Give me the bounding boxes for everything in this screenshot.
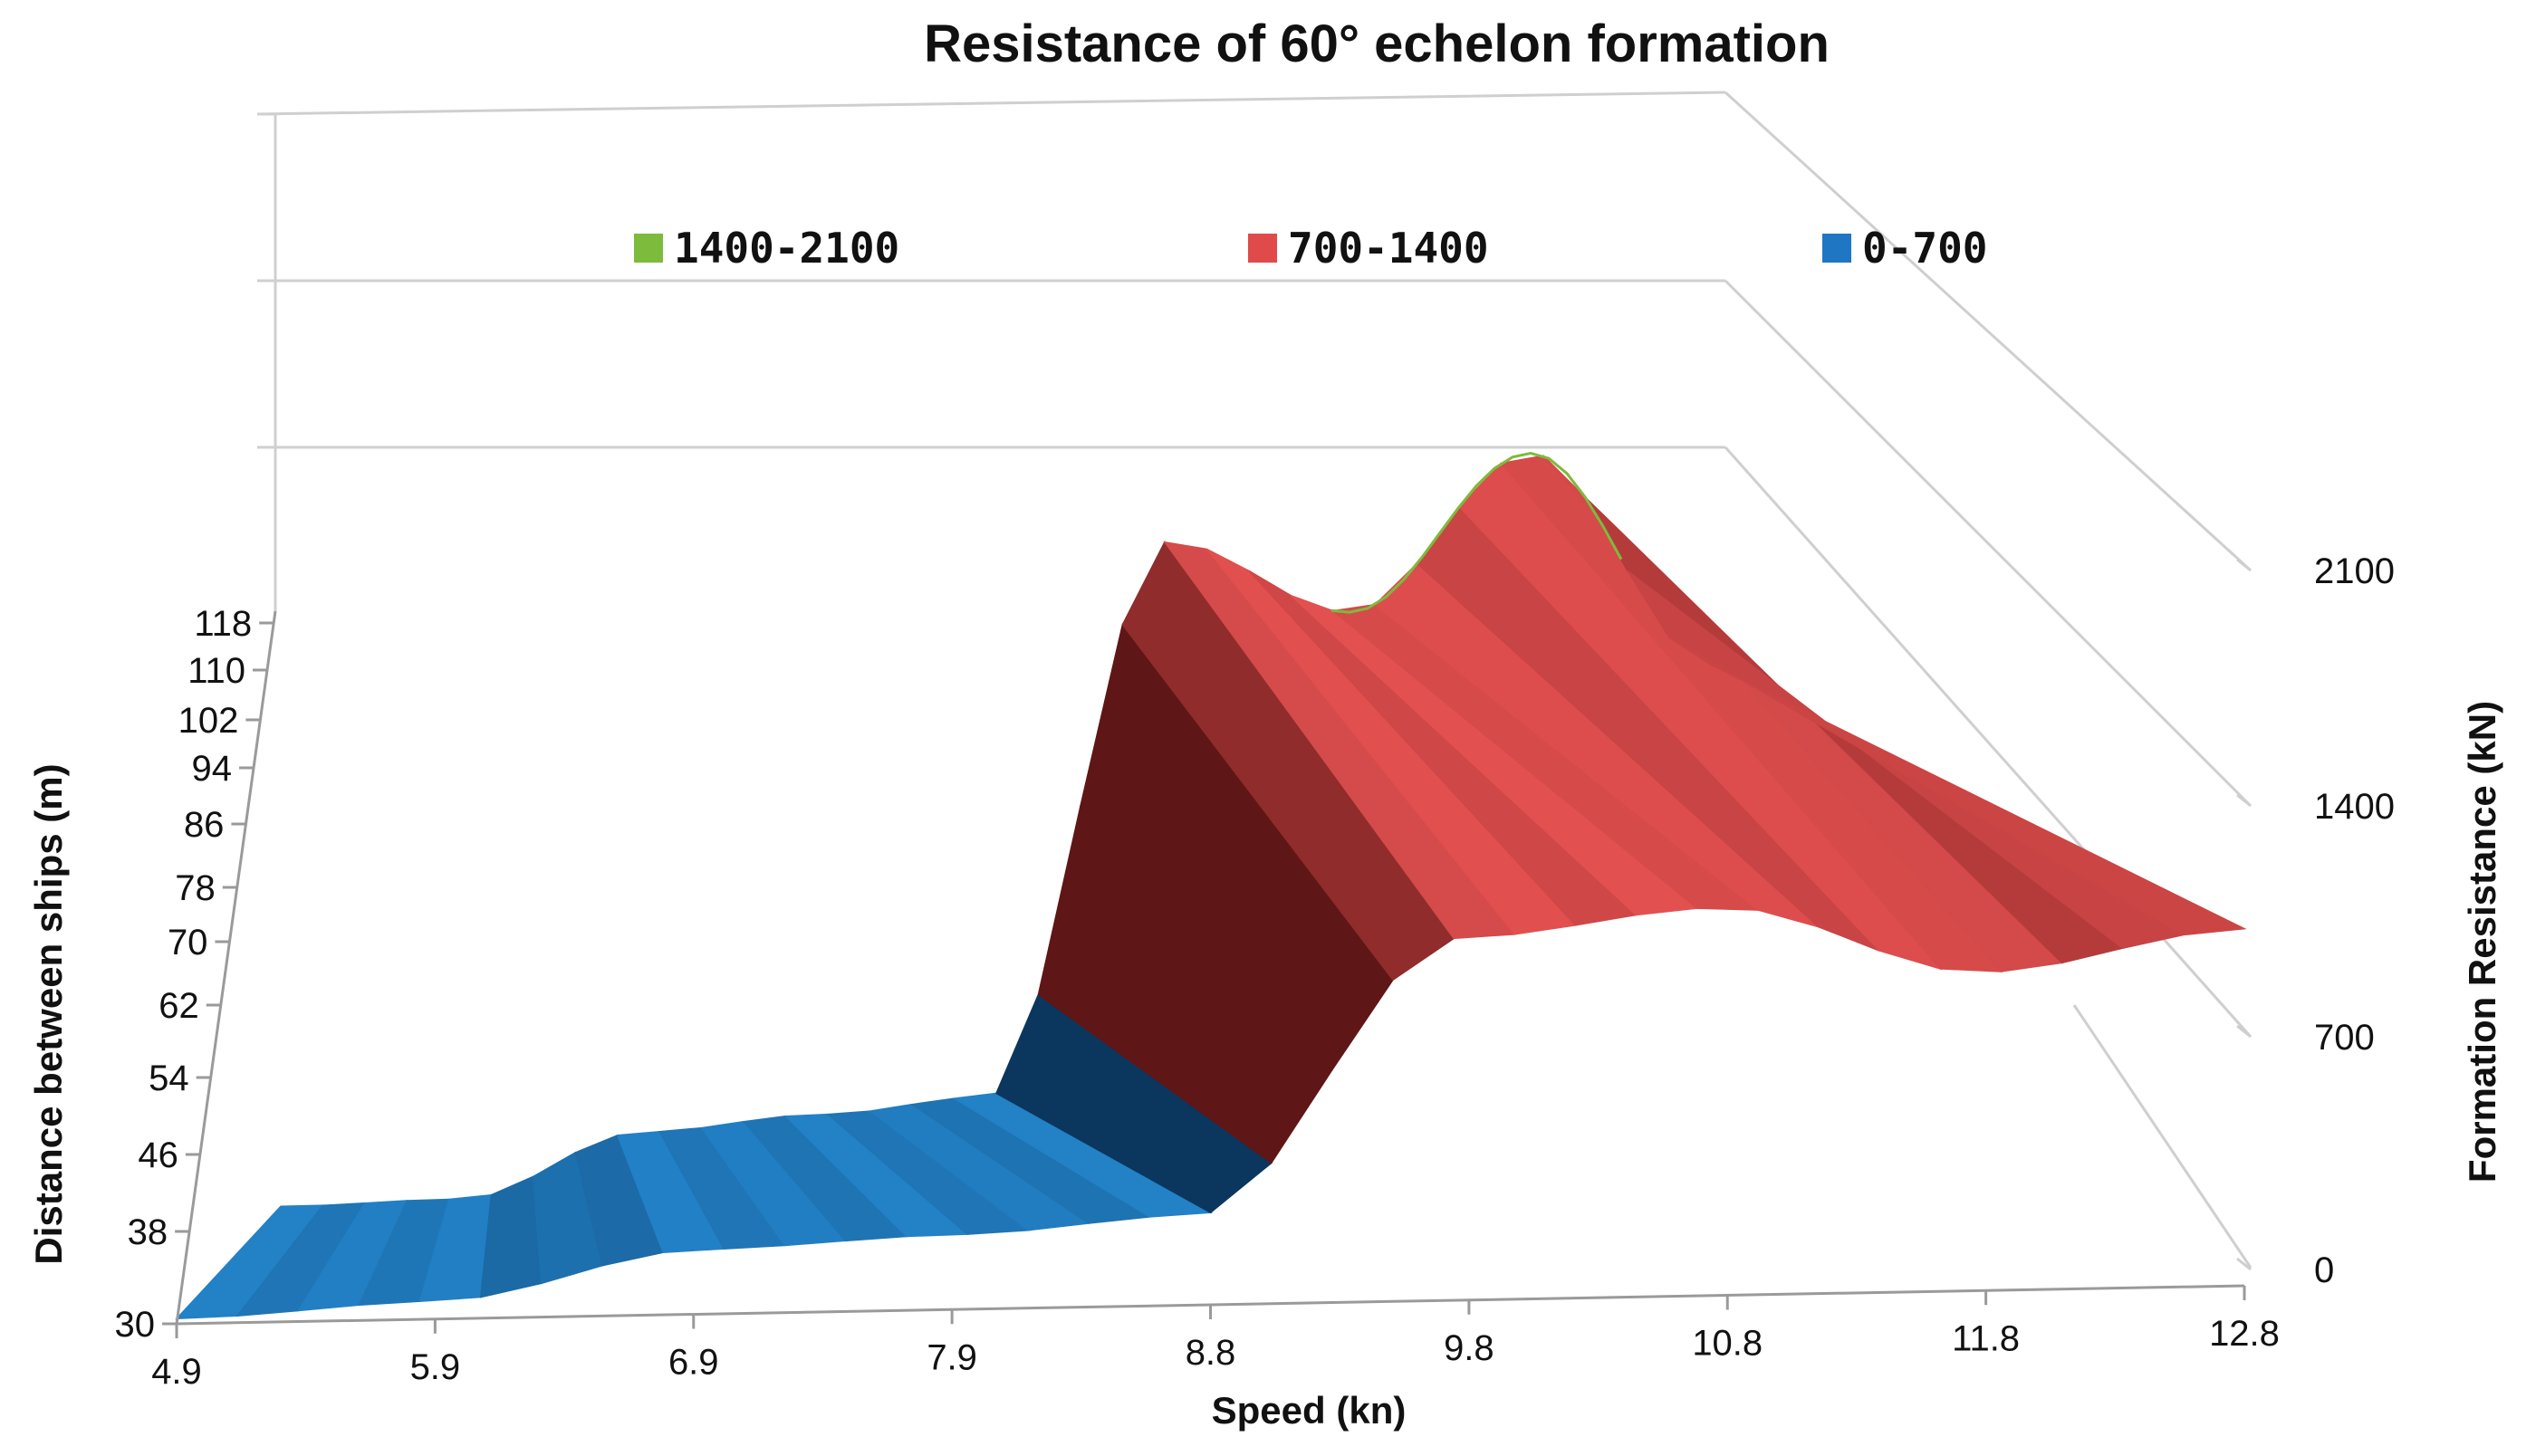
x-tick-label: 5.9 [410, 1347, 461, 1387]
z-axis-ticks: 0 700 1400 2100 [2236, 551, 2395, 1290]
y-tick-label: 46 [138, 1135, 178, 1175]
z-tick-mark [2236, 793, 2252, 808]
legend-label: 700-1400 [1288, 224, 1489, 273]
y-axis-ticks: 30 38 46 54 62 70 78 86 94 102 110 118 [115, 604, 274, 1345]
z-tick-label: 1400 [2314, 787, 2395, 827]
surface-peak-edge [1330, 451, 1623, 614]
y-axis-title: Distance between ships (m) [27, 763, 70, 1264]
legend-swatch [1822, 234, 1851, 263]
y-tick-label: 118 [194, 604, 252, 644]
y-tick-label: 110 [187, 651, 245, 691]
x-tick-label: 7.9 [927, 1337, 977, 1377]
z-tick-label: 2100 [2314, 551, 2395, 591]
x-tick-label: 12.8 [2209, 1314, 2280, 1354]
y-tick-label: 94 [192, 749, 233, 789]
x-tick-label: 8.8 [1186, 1333, 1236, 1373]
legend-swatch [634, 234, 663, 263]
x-tick-label: 9.8 [1444, 1328, 1494, 1368]
y-tick-label: 102 [178, 701, 239, 741]
z-tick-mark [2236, 1024, 2252, 1039]
y-tick-label: 70 [168, 923, 208, 963]
z-tick-mark [2236, 558, 2252, 572]
y-tick-label: 38 [128, 1212, 168, 1252]
legend-label: 0-700 [1862, 224, 1987, 273]
y-tick-label: 86 [184, 805, 225, 845]
y-tick-label: 30 [115, 1305, 156, 1345]
wall-gridlines [256, 91, 2253, 1269]
x-tick-label: 6.9 [668, 1343, 719, 1383]
legend-swatch [1248, 234, 1277, 263]
chart-title: Resistance of 60° echelon formation [924, 14, 1830, 73]
y-tick-label: 62 [158, 986, 199, 1026]
x-tick-label: 11.8 [1952, 1318, 2020, 1358]
y-tick-label: 78 [175, 868, 216, 908]
surface-band [1669, 637, 2247, 936]
legend-label: 1400-2100 [674, 224, 899, 273]
y-tick-label: 54 [149, 1058, 189, 1098]
z-axis-title: Formation Resistance (kN) [2461, 701, 2503, 1183]
x-tick-label: 10.8 [1692, 1324, 1763, 1364]
x-tick-label: 4.9 [151, 1352, 202, 1392]
z-tick-label: 700 [2314, 1018, 2375, 1058]
legend: 1400-2100 700-1400 0-700 [634, 224, 1987, 273]
z-tick-mark [2236, 1257, 2252, 1271]
z-tick-label: 0 [2314, 1250, 2334, 1290]
x-axis-ticks: 4.9 5.9 6.9 7.9 8.8 9.8 10.8 11.8 12.8 [151, 1286, 2280, 1392]
x-axis-title: Speed (kn) [1212, 1389, 1407, 1432]
surface [175, 451, 2247, 1320]
